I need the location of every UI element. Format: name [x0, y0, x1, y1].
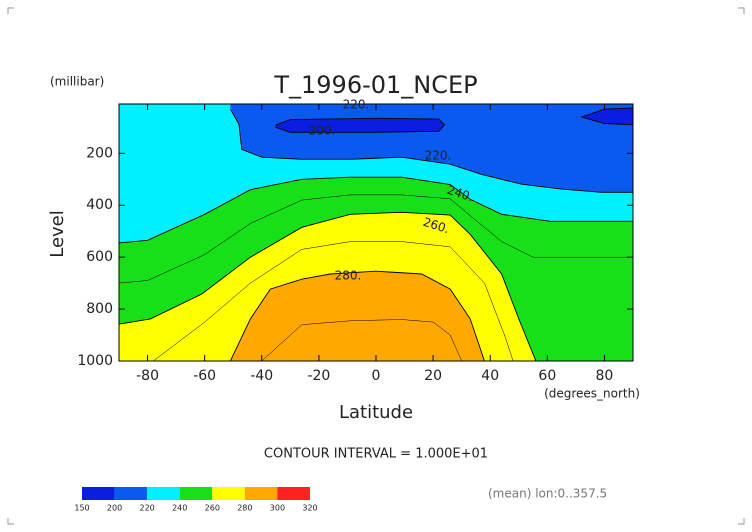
x-tick-label: -20	[307, 368, 330, 384]
x-tick-label: -80	[136, 368, 159, 384]
colorbar-box	[82, 487, 115, 500]
y-unit: (millibar)	[50, 75, 104, 89]
contour-line	[275, 117, 446, 133]
colorbar: 150 200 220 240 260 280 300 320	[74, 487, 318, 513]
x-axis-label: Latitude	[339, 402, 413, 423]
x-unit: (degrees_north)	[544, 387, 640, 401]
contour-fill	[276, 118, 445, 133]
corner-marks	[7, 7, 745, 525]
colorbar-label: 150	[74, 504, 89, 513]
y-tick-label: 200	[86, 145, 113, 161]
colorbar-box	[147, 487, 180, 500]
y-tick-label: 400	[86, 197, 113, 213]
contour-line	[153, 241, 514, 361]
contour-line	[119, 211, 537, 361]
y-axis-label: Level	[47, 210, 68, 258]
contour-fills	[119, 104, 633, 361]
chart-title: T_1996-01_NCEP	[273, 71, 477, 99]
y-tick-label: 800	[86, 301, 113, 317]
x-tick-label: 80	[596, 368, 614, 384]
x-tick-label: 20	[424, 368, 442, 384]
colorbar-label: 220	[140, 504, 155, 513]
contour-line	[230, 108, 633, 193]
contour-label: 220.	[425, 149, 452, 163]
contour-lines	[119, 107, 633, 361]
colorbar-box	[244, 487, 278, 500]
contour-fill	[230, 271, 485, 361]
footer: (mean) lon:0..357.5	[488, 487, 607, 501]
contour-label: 200.	[309, 124, 336, 138]
colorbar-label: 260	[205, 504, 220, 513]
colorbar-label: 200	[107, 504, 122, 513]
x-tick-label: -40	[250, 368, 273, 384]
x-tick-label: 40	[481, 368, 499, 384]
colorbar-box	[179, 487, 213, 500]
colorbar-box	[277, 487, 310, 500]
contour-line	[261, 319, 462, 361]
colorbar-box	[212, 487, 245, 500]
y-tick-label: 1000	[77, 353, 113, 369]
colorbar-box	[114, 487, 148, 500]
contour-line	[119, 194, 633, 284]
colorbar-label: 280	[237, 504, 252, 513]
contour-line	[229, 270, 485, 361]
x-tick-label: 0	[372, 368, 381, 384]
note: CONTOUR INTERVAL = 1.000E+01	[264, 447, 488, 462]
contour-line	[580, 107, 633, 126]
x-tick-label: 60	[538, 368, 556, 384]
colorbar-label: 320	[302, 504, 317, 513]
x-tick-label: -60	[193, 368, 216, 384]
contour-label: 280.	[335, 269, 362, 283]
y-tick-label: 600	[86, 249, 113, 265]
colorbar-label: 240	[172, 504, 187, 513]
contour-line	[119, 176, 633, 244]
colorbar-label: 300	[270, 504, 285, 513]
contour-label: 220.	[343, 98, 370, 112]
